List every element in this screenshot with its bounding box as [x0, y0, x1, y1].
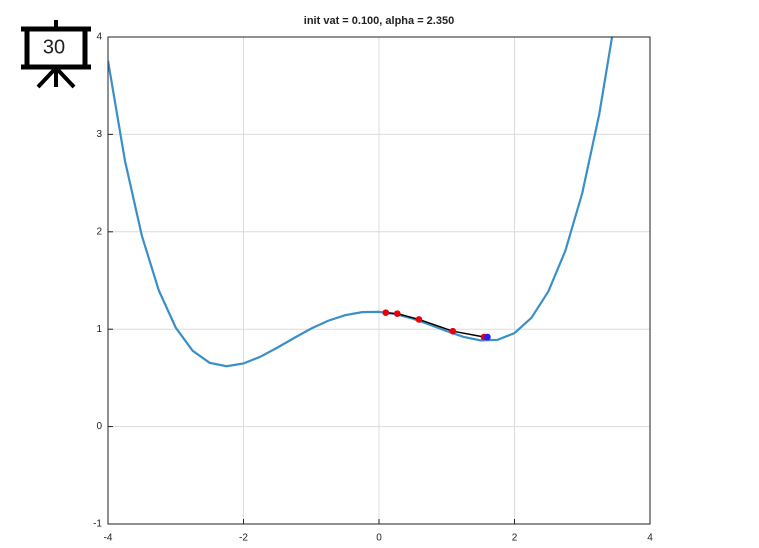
board-leg [36, 68, 56, 89]
point-marker [484, 333, 491, 341]
x-tick-label: -4 [104, 533, 113, 544]
x-tick-label: -2 [239, 533, 248, 544]
y-tick-label: 0 [96, 421, 102, 432]
x-tick-label: 2 [512, 533, 518, 544]
plot-area [108, 37, 614, 368]
point-marker [449, 327, 457, 335]
y-tick-label: 4 [96, 32, 102, 43]
series-line [108, 37, 614, 368]
chart-title: init vat = 0.100, alpha = 2.350 [304, 15, 454, 27]
x-tick-label: 0 [376, 533, 382, 544]
y-tick-label: 3 [96, 129, 102, 140]
y-tick-label: -1 [93, 519, 102, 530]
y-tick-label: 2 [96, 226, 102, 237]
badge-icon: 30 [21, 20, 91, 89]
point-marker [415, 316, 423, 323]
point-marker [382, 309, 390, 316]
board [24, 26, 88, 70]
x-tick-label: 4 [647, 533, 653, 544]
board-leg [56, 68, 76, 89]
badge-number: 30 [43, 36, 65, 58]
y-tick-label: 1 [96, 324, 102, 335]
point-marker [393, 310, 401, 317]
